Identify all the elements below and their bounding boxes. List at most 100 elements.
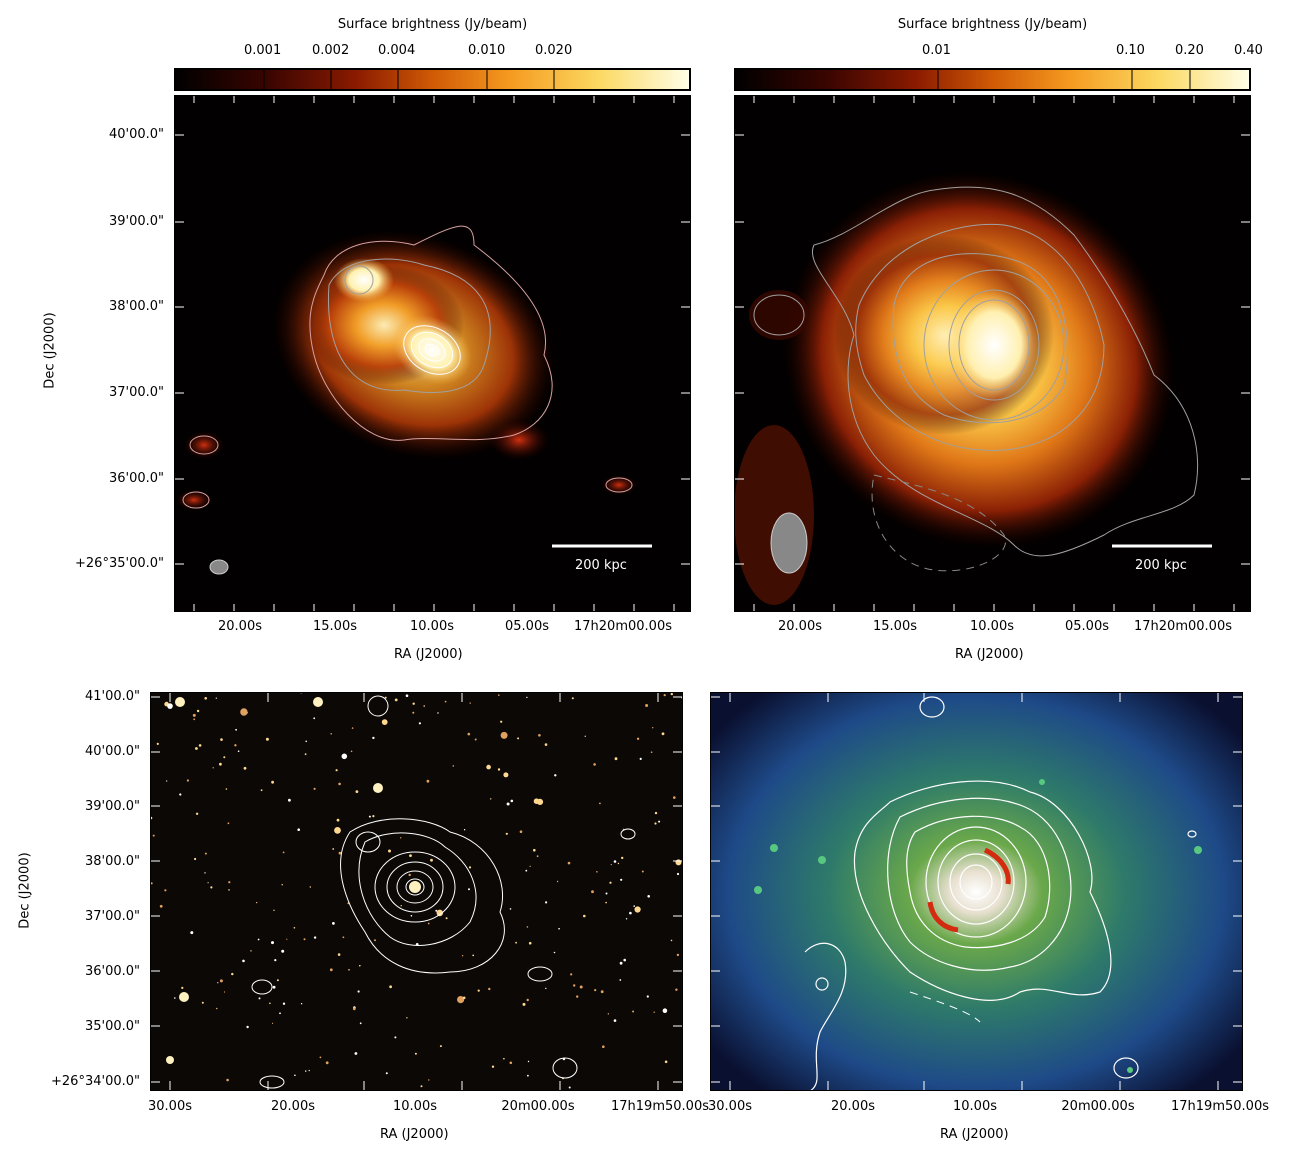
star: [663, 694, 666, 697]
star: [522, 1002, 526, 1006]
dec-tick-label: 39'00.0": [108, 214, 164, 229]
colorbar-title-1: Surface brightness (Jy/beam): [337, 17, 528, 32]
star: [215, 1007, 218, 1010]
star: [269, 1002, 271, 1005]
dec-tick-label: +26°35'00.0": [75, 556, 164, 571]
star: [288, 798, 291, 802]
star: [676, 953, 680, 957]
scalebar-label-1: 200 kpc: [575, 558, 627, 573]
star: [256, 902, 258, 904]
star: [192, 713, 196, 717]
star: [354, 1052, 358, 1055]
star: [427, 922, 430, 925]
star: [237, 750, 240, 752]
star: [235, 728, 237, 731]
star: [579, 985, 583, 989]
star: [625, 918, 628, 920]
dec-tick-label: 38'00.0": [108, 299, 164, 314]
star: [242, 959, 245, 963]
star: [474, 738, 477, 741]
star: [430, 858, 433, 862]
star: [167, 703, 173, 709]
colorbar-tick-label: 0.010: [468, 43, 506, 58]
star: [408, 873, 411, 877]
star: [545, 987, 547, 990]
star: [591, 890, 594, 894]
star: [526, 998, 529, 1002]
star: [664, 1060, 668, 1064]
star: [486, 764, 491, 770]
colorbar-tick-label: 0.01: [922, 43, 951, 58]
ra-axis-title-3: RA (J2000): [380, 1127, 449, 1142]
star: [372, 815, 375, 818]
star: [336, 818, 340, 822]
ra-tick-label: 10.00s: [410, 619, 454, 634]
star: [196, 709, 200, 713]
dec-tick-label: 36'00.0": [84, 964, 140, 979]
star: [204, 697, 207, 700]
ra-tick-label: 20.00s: [831, 1099, 875, 1114]
star: [297, 828, 300, 831]
star: [350, 750, 353, 753]
bright-star: [175, 697, 185, 707]
star: [226, 1078, 229, 1082]
star: [243, 766, 247, 770]
star: [617, 862, 620, 865]
star: [351, 727, 354, 729]
beam-ellipse: [209, 559, 229, 575]
star: [653, 1011, 655, 1013]
colorbar-tick-label: 0.40: [1234, 43, 1263, 58]
star: [463, 829, 466, 831]
star: [452, 765, 455, 767]
beam-ellipse: [770, 512, 808, 574]
star: [281, 949, 285, 953]
star: [538, 734, 541, 737]
dec-axis-title-3: Dec (J2000): [17, 852, 33, 929]
star: [558, 927, 560, 930]
star: [435, 909, 438, 912]
star: [675, 859, 682, 866]
ra-tick-label: 30.00s: [148, 1099, 192, 1114]
star: [533, 848, 536, 852]
star: [181, 986, 184, 989]
dec-tick-label: 36'00.0": [108, 471, 164, 486]
star: [359, 1022, 362, 1025]
star: [620, 878, 623, 881]
star: [629, 911, 632, 915]
star: [381, 719, 388, 725]
star: [599, 802, 601, 805]
star: [529, 865, 531, 867]
ra-tick-label: 17h19m50.00s: [1171, 1099, 1269, 1114]
star: [389, 985, 392, 989]
star: [490, 798, 492, 800]
star: [509, 908, 512, 910]
star: [652, 727, 654, 729]
star: [204, 872, 206, 874]
ra-tick-label: 20.00s: [271, 1099, 315, 1114]
star: [374, 939, 376, 942]
star: [219, 762, 222, 766]
star: [227, 822, 230, 825]
star: [420, 1085, 423, 1088]
bright-star: [179, 992, 189, 1002]
radio-image-1: [174, 95, 691, 612]
colorbar-tick-label: 0.020: [535, 43, 573, 58]
star: [313, 717, 316, 720]
star: [279, 1012, 281, 1015]
star: [384, 696, 387, 699]
star: [220, 738, 223, 741]
star: [621, 856, 624, 860]
star: [515, 941, 517, 944]
star: [619, 979, 622, 981]
star: [265, 737, 269, 741]
star: [352, 1007, 356, 1011]
star: [294, 1074, 296, 1077]
colorbar-tick-label: 0.002: [312, 43, 350, 58]
star: [159, 904, 163, 908]
dec-tick-label: 39'00.0": [84, 799, 140, 814]
star: [410, 915, 413, 917]
star: [193, 718, 196, 721]
ra-axis-title-2: RA (J2000): [955, 647, 1024, 662]
star: [164, 889, 167, 892]
star: [573, 984, 576, 987]
